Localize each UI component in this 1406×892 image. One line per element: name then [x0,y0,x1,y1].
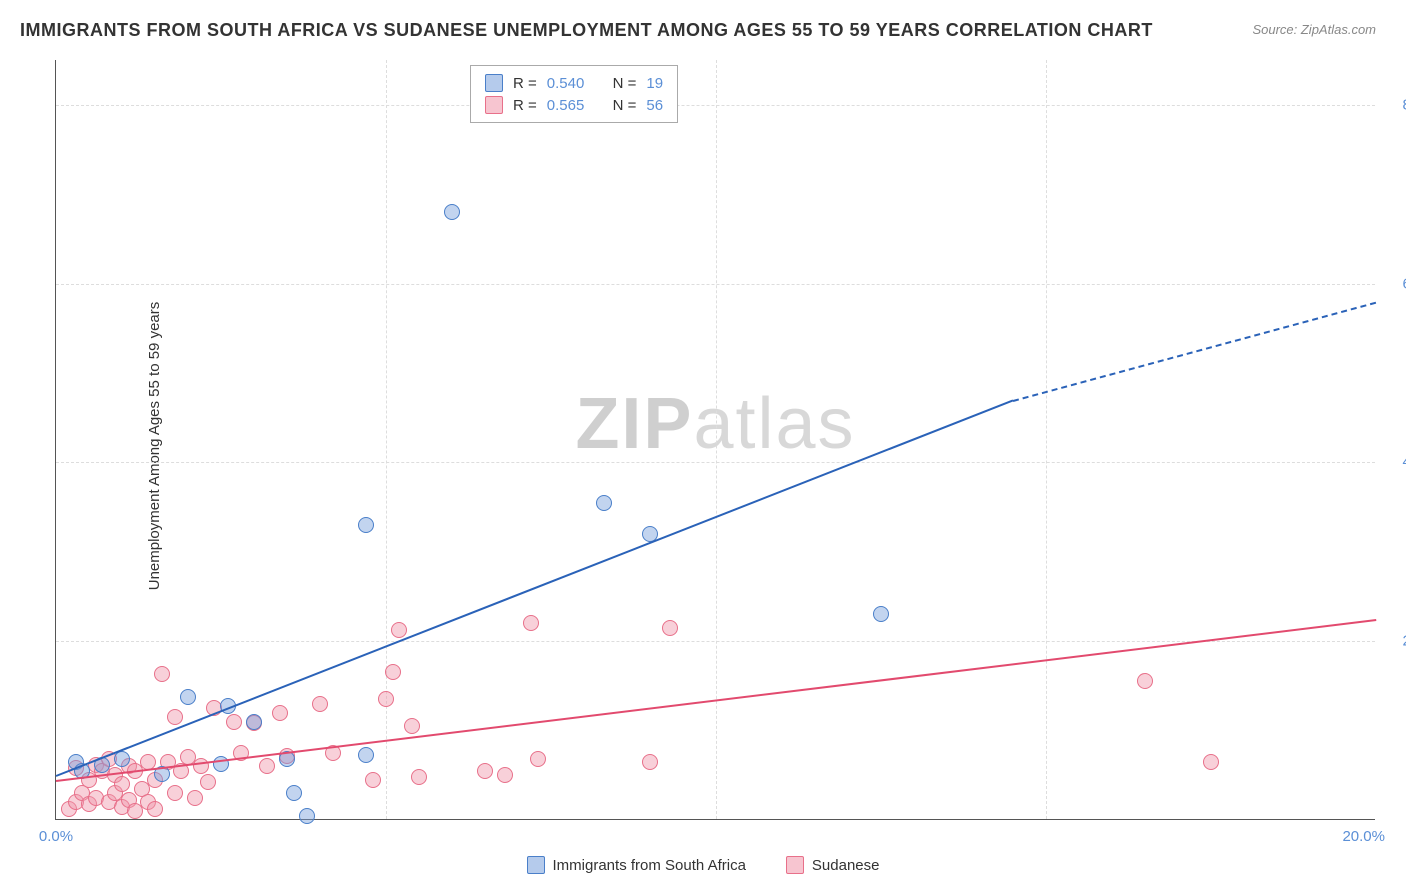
data-point [411,769,427,785]
square-icon [786,856,804,874]
data-point [187,790,203,806]
data-point [114,751,130,767]
stat-label: R = [513,97,537,114]
data-point [147,801,163,817]
data-point [391,622,407,638]
data-point [530,751,546,767]
data-point [358,517,374,533]
data-point [404,718,420,734]
data-point [167,709,183,725]
data-point [226,714,242,730]
data-point [477,763,493,779]
data-point [180,689,196,705]
data-point [299,808,315,824]
y-tick-label: 80.0% [1385,96,1406,113]
data-point [213,756,229,772]
stat-label: N = [613,97,637,114]
legend-item: Immigrants from South Africa [527,856,746,874]
legend-item: Sudanese [786,856,880,874]
legend-label: Immigrants from South Africa [553,857,746,874]
data-point [365,772,381,788]
data-point [272,705,288,721]
data-point [358,747,374,763]
data-point [1203,754,1219,770]
square-icon [527,856,545,874]
data-point [444,204,460,220]
stats-legend: R = 0.540 N = 19 R = 0.565 N = 56 [470,65,678,123]
data-point [312,696,328,712]
data-point [200,774,216,790]
data-point [662,620,678,636]
stat-value: 56 [646,97,663,114]
stat-value: 0.565 [547,97,585,114]
data-point [259,758,275,774]
stats-row-blue: R = 0.540 N = 19 [485,72,663,94]
stats-row-pink: R = 0.565 N = 56 [485,94,663,116]
source-label: Source: ZipAtlas.com [1252,22,1376,37]
data-point [642,754,658,770]
x-tick-label: 0.0% [39,828,73,845]
stat-value: 0.540 [547,75,585,92]
data-point [154,666,170,682]
data-point [385,664,401,680]
data-point [114,776,130,792]
gridline-v [716,60,717,819]
chart-title: IMMIGRANTS FROM SOUTH AFRICA VS SUDANESE… [20,20,1153,41]
data-point [873,606,889,622]
square-icon [485,74,503,92]
square-icon [485,96,503,114]
trend-line [1013,301,1377,401]
data-point [523,615,539,631]
data-point [167,785,183,801]
data-point [497,767,513,783]
gridline-v [1046,60,1047,819]
y-tick-label: 20.0% [1385,633,1406,650]
y-tick-label: 40.0% [1385,454,1406,471]
legend-label: Sudanese [812,857,880,874]
stat-value: 19 [646,75,663,92]
data-point [1137,673,1153,689]
y-tick-label: 60.0% [1385,275,1406,292]
data-point [246,714,262,730]
stat-label: N = [613,75,637,92]
bottom-legend: Immigrants from South Africa Sudanese [0,856,1406,874]
plot-area: ZIPatlas 20.0%40.0%60.0%80.0%0.0%20.0% [55,60,1375,820]
stat-label: R = [513,75,537,92]
data-point [378,691,394,707]
x-tick-label: 20.0% [1342,828,1385,845]
data-point [596,495,612,511]
data-point [286,785,302,801]
